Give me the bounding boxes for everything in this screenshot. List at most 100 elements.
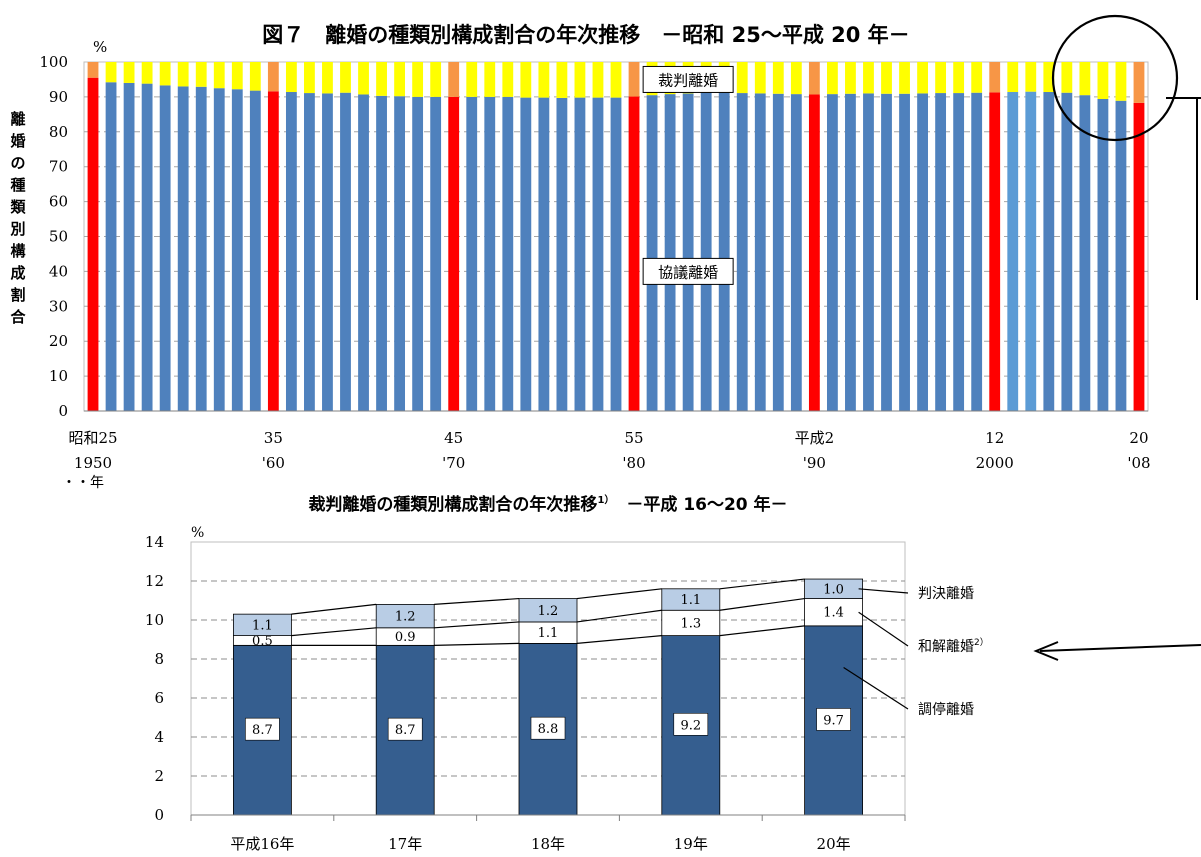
top-y-axis-label-char: の	[10, 154, 25, 172]
top-bar-kyogi-1986	[736, 93, 748, 411]
top-bar-saiban-1978	[592, 62, 604, 98]
bottom-data-label: 1.2	[538, 604, 559, 619]
top-bar-kyogi-1961	[285, 92, 297, 411]
bottom-x-tick-label: 19年	[674, 835, 708, 853]
bottom-y-tick-label: 10	[145, 611, 164, 629]
top-bar-saiban-1969	[430, 62, 442, 97]
bottom-data-label: 1.1	[680, 593, 701, 608]
top-bar-saiban-1986	[736, 62, 748, 94]
bottom-data-label: 8.7	[252, 723, 273, 738]
top-y-unit: %	[93, 38, 107, 56]
top-y-axis-label-char: 成	[10, 264, 25, 282]
top-bar-saiban-2002	[1025, 62, 1037, 92]
bottom-x-tick-label: 平成16年	[230, 835, 294, 853]
bottom-bar-segment	[661, 609, 721, 637]
top-x-unit: ・・年	[62, 475, 104, 491]
top-bar-kyogi-1952	[123, 82, 135, 411]
top-bar-saiban-2003	[1043, 62, 1055, 93]
top-x-tick-label: 55	[624, 429, 643, 447]
top-bar-saiban-1955	[177, 62, 189, 87]
top-annotation-label: 協議離婚	[658, 263, 718, 281]
top-bar-saiban-1966	[376, 62, 387, 96]
bottom-data-label-box	[530, 716, 566, 740]
top-bar-kyogi-1979	[610, 97, 622, 412]
top-bar-kyogi-1966	[376, 95, 387, 411]
bottom-data-label-box	[387, 717, 423, 741]
bottom-data-label-box	[245, 717, 280, 741]
top-bar-saiban-1989	[790, 62, 802, 95]
top-x-tick-label: 45	[444, 429, 463, 447]
bottom-y-tick-label: 8	[154, 650, 164, 668]
top-y-tick-label: 100	[39, 53, 68, 71]
top-bar-kyogi-1995	[899, 93, 910, 411]
top-bar-saiban-1957	[213, 62, 225, 89]
top-y-tick-label: 0	[58, 402, 68, 420]
top-x-tick-label: 1950	[74, 454, 112, 472]
top-bar-kyogi-1969	[430, 96, 442, 412]
top-bar-saiban-1963	[322, 62, 333, 94]
top-bar-kyogi-1970	[448, 96, 460, 412]
top-y-axis-label-char: 婚	[10, 132, 25, 150]
bottom-data-label: 1.1	[252, 618, 273, 633]
top-bar-saiban-1993	[863, 62, 874, 94]
top-chart: 図７ 離婚の種類別構成割合の年次推移 －昭和 25～平成 20 年－ % 離婚の…	[9, 14, 1201, 491]
top-bar-kyogi-1989	[790, 94, 802, 411]
top-y-axis-label-char: 合	[9, 308, 26, 326]
top-bar-saiban-1994	[881, 62, 892, 94]
top-bar-saiban-1971	[466, 62, 478, 97]
top-bar-kyogi-1983	[682, 93, 694, 411]
top-bar-kyogi-1972	[484, 96, 496, 412]
bottom-data-label-box	[816, 708, 851, 731]
top-bar-saiban-1973	[502, 62, 514, 97]
bottom-data-label: 1.3	[680, 616, 701, 631]
top-x-tick-label: '90	[803, 454, 826, 472]
bottom-series-label: 和解離婚2）	[918, 637, 989, 655]
top-bar-saiban-2000	[989, 62, 1001, 93]
top-bar-kyogi-2007	[1115, 100, 1127, 411]
top-bar-kyogi-1960	[267, 91, 279, 411]
top-x-tick-label: 35	[264, 429, 283, 447]
top-bar-kyogi-2006	[1097, 98, 1109, 411]
top-bar-kyogi-1999	[971, 92, 983, 411]
bottom-chart-title: 裁判離婚の種類別構成割合の年次推移1） －平成 16～20 年－	[308, 493, 787, 515]
bottom-y-tick-label: 6	[154, 689, 164, 707]
top-bar-saiban-1980	[628, 62, 640, 97]
top-bar-kyogi-1959	[249, 90, 261, 412]
bottom-bar-segment	[661, 588, 721, 611]
top-bar-kyogi-1953	[141, 83, 153, 411]
top-bar-kyogi-1957	[213, 88, 225, 412]
bottom-series-labels: 調停離婚 和解離婚2） 判決離婚	[843, 585, 989, 718]
top-bar-saiban-1950	[87, 62, 99, 78]
top-bar-saiban-1990	[808, 62, 820, 95]
top-bar-kyogi-1974	[520, 97, 532, 412]
top-y-tick-label: 80	[49, 123, 68, 141]
bottom-connector-line	[576, 609, 662, 623]
top-x-tick-labels: 昭和25 1950 35 '60 45 '70 55 '80 平成2 '90 12 2000 20 '08	[68, 429, 1150, 472]
bottom-x-tick-labels: 平成16年 17年 18年 19年 20年	[190, 815, 906, 853]
bottom-connector-line	[719, 625, 805, 637]
top-bar-saiban-1951	[105, 62, 117, 83]
top-y-axis-label-char: 割	[10, 286, 25, 304]
top-y-tick-label: 30	[49, 297, 68, 315]
top-bar-kyogi-1958	[231, 89, 243, 412]
bottom-y-tick-label: 2	[154, 767, 164, 785]
top-bar-saiban-1958	[231, 62, 243, 90]
top-bar-saiban-1967	[394, 62, 406, 97]
top-y-tick-label: 50	[49, 228, 68, 246]
top-bar-saiban-1953	[141, 62, 153, 84]
bottom-x-tick-label: 17年	[388, 835, 422, 853]
top-bar-kyogi-1996	[917, 93, 928, 411]
top-y-tick-label: 90	[49, 88, 68, 106]
top-bar-kyogi-1991	[826, 94, 838, 411]
bottom-data-label: 9.2	[680, 718, 701, 733]
top-bar-kyogi-2002	[1025, 91, 1037, 411]
top-y-tick-labels: 0 10 20 30 40 50 60 70 80 90 100	[39, 53, 68, 420]
top-x-tick-label: 12	[985, 429, 1004, 447]
top-bar-saiban-1974	[520, 62, 532, 98]
bottom-y-tick-label: 0	[154, 806, 164, 824]
top-y-axis-label-char: 類	[9, 198, 26, 216]
bottom-series-leader-line	[858, 588, 909, 594]
top-bar-kyogi-1993	[863, 93, 874, 411]
top-bar-kyogi-1962	[304, 93, 315, 411]
